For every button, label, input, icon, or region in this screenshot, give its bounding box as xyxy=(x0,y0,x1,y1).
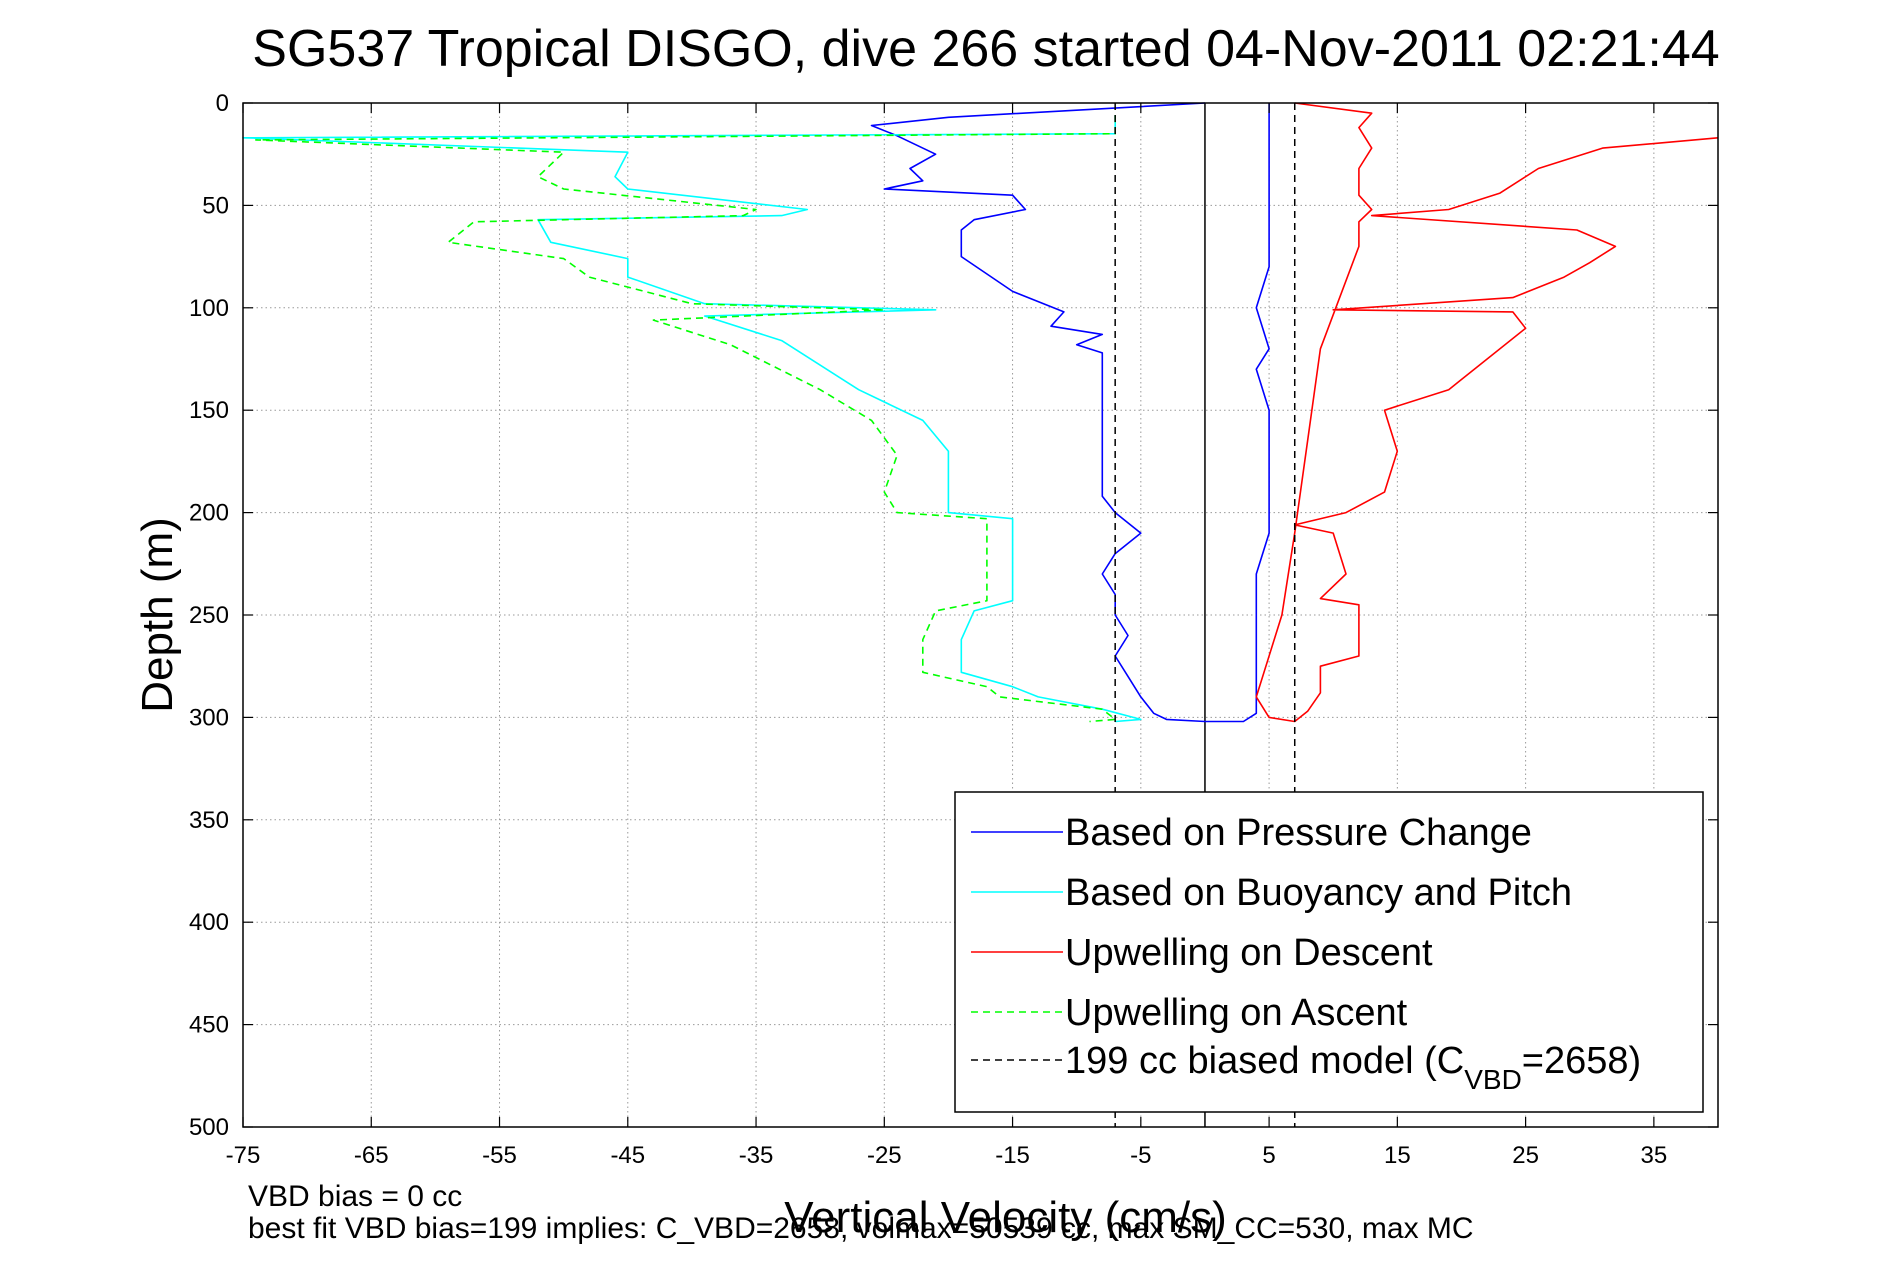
x-tick-label: 35 xyxy=(1641,1142,1668,1169)
x-tick-label: -75 xyxy=(226,1142,261,1169)
x-tick-label: -35 xyxy=(739,1142,774,1169)
x-tick-label: 15 xyxy=(1384,1142,1411,1169)
series-line-2 xyxy=(242,115,1142,723)
y-tick-label: 450 xyxy=(189,1012,229,1039)
x-tick-label: 25 xyxy=(1512,1142,1539,1169)
series-line-4 xyxy=(255,115,1116,723)
legend-box xyxy=(954,791,1704,1113)
y-tick-label: 350 xyxy=(189,807,229,834)
y-tick-label: 400 xyxy=(189,909,229,936)
x-tick-label: 5 xyxy=(1262,1142,1275,1169)
series-line-3 xyxy=(1255,102,1719,723)
legend-label-4: Upwelling on Ascent xyxy=(1065,992,1408,1034)
footnote-best-fit: best fit VBD bias=199 implies: C_VBD=265… xyxy=(248,1212,1474,1245)
y-tick-label: 150 xyxy=(189,397,229,424)
y-tick-label: 500 xyxy=(189,1114,229,1141)
legend-label-1: Based on Pressure Change xyxy=(1065,812,1532,854)
x-axis-label: Vertical Velocity (cm/s) xyxy=(784,1193,1227,1242)
legend-label-3: Upwelling on Descent xyxy=(1065,932,1433,974)
chart-title: SG537 Tropical DISGO, dive 266 started 0… xyxy=(252,20,1719,78)
y-tick-label: 100 xyxy=(189,295,229,322)
ticks: -75 -65 -55 -45 -35 -25 -15 -5 5 15 25 350501001502… xyxy=(189,90,1718,1169)
legend-label-2: Based on Buoyancy and Pitch xyxy=(1065,872,1572,914)
y-tick-label: 250 xyxy=(189,602,229,629)
y-axis-label: Depth (m) xyxy=(133,517,182,713)
series-line-1 xyxy=(870,102,1270,723)
x-tick-label: -25 xyxy=(867,1142,902,1169)
x-tick-label: -5 xyxy=(1130,1142,1151,1169)
footnote-bias: VBD bias = 0 cc xyxy=(248,1180,463,1213)
x-tick-label: -45 xyxy=(610,1142,645,1169)
legend: Based on Pressure Change Based on Buoyanc… xyxy=(954,791,1704,1113)
y-tick-label: 200 xyxy=(189,500,229,527)
y-tick-label: 50 xyxy=(202,192,229,219)
x-tick-label: -55 xyxy=(482,1142,517,1169)
x-tick-label: -65 xyxy=(354,1142,389,1169)
y-tick-label: 300 xyxy=(189,704,229,731)
y-tick-label: 0 xyxy=(216,90,229,117)
x-tick-label: -15 xyxy=(995,1142,1030,1169)
